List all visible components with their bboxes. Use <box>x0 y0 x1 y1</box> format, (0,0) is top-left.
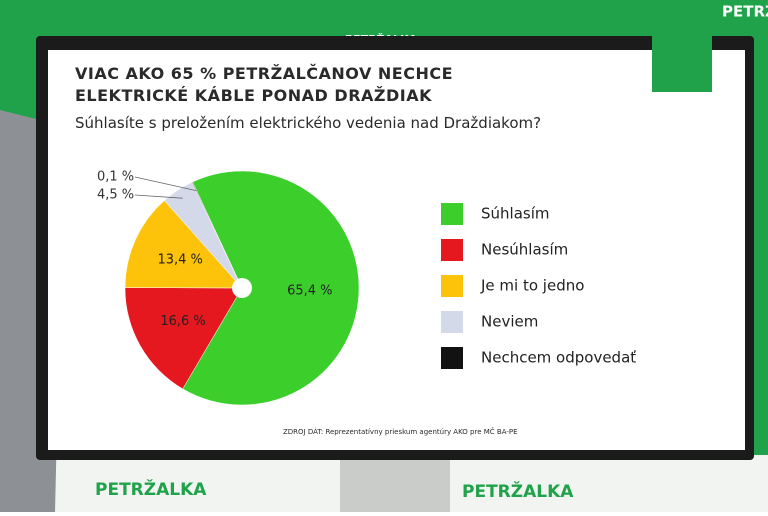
chart-subtitle: Súhlasíte s preložením elektrického vede… <box>75 114 542 132</box>
data-label: 65,4 % <box>287 284 332 299</box>
legend-label: Súhlasím <box>481 205 550 223</box>
legend-swatch <box>441 275 463 297</box>
brand-text: PETRŽALKA <box>95 478 207 500</box>
legend-label: Nechcem odpovedať <box>481 349 636 367</box>
leader-line <box>134 194 183 199</box>
pie: 65,4 % 16,6 % 13,4 % 4,5 % 0,1 % Súhlasím Nesú… <box>97 170 636 406</box>
pie-slice <box>191 181 243 289</box>
legend-label: Je mi to jedno <box>480 277 584 295</box>
data-label: 16,6 % <box>160 314 205 329</box>
brand-text: PETRŽALKA <box>722 2 768 21</box>
legend-swatch <box>441 347 463 369</box>
brand-text: PETRŽALKA <box>462 480 574 502</box>
leader-line <box>134 176 197 191</box>
legend-swatch <box>441 311 463 333</box>
legend-label: Nesúhlasím <box>481 241 568 259</box>
pie-slice <box>182 170 360 406</box>
stand <box>340 460 450 512</box>
data-label: 4,5 % <box>97 188 134 203</box>
pie-hole <box>232 278 252 298</box>
legend-swatch <box>441 239 463 261</box>
data-label: 0,1 % <box>97 170 134 185</box>
legend-label: Neviem <box>481 313 538 331</box>
pie-slice <box>124 287 243 390</box>
pie-slice <box>124 200 243 289</box>
source-note: ZDROJ DÁT: Reprezentatívny prieskum agen… <box>283 428 518 436</box>
legend-swatch <box>441 203 463 225</box>
data-label: 13,4 % <box>157 253 202 268</box>
chart-title: VIAC AKO 65 % PETRŽALČANOV NECHCE ELEKTR… <box>75 64 454 105</box>
logo <box>652 34 712 92</box>
